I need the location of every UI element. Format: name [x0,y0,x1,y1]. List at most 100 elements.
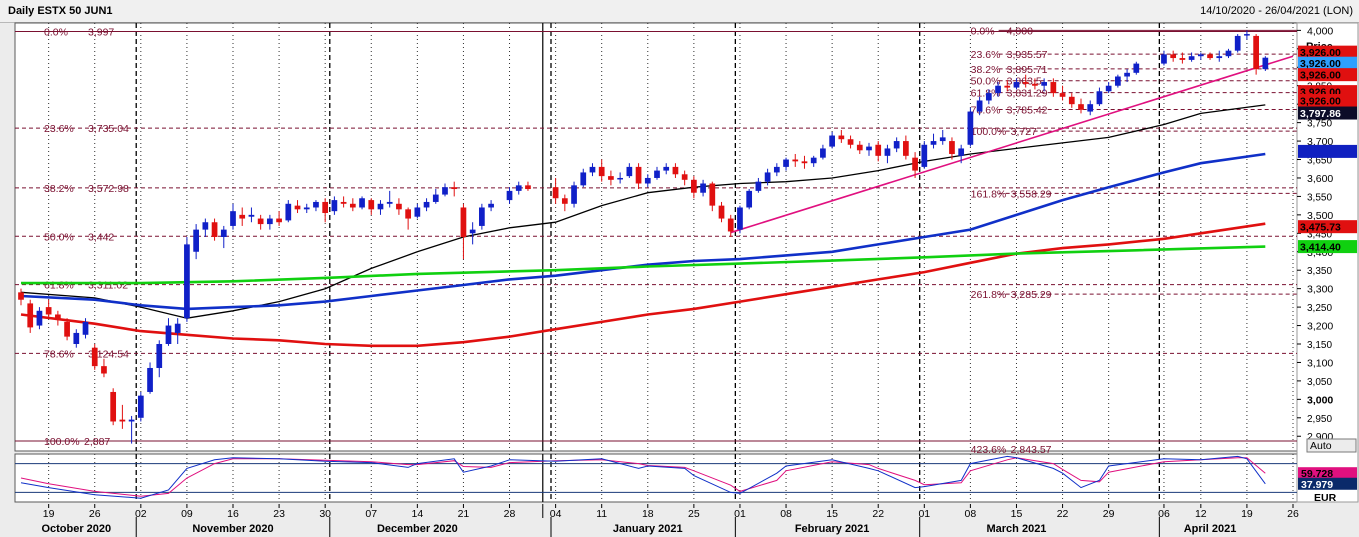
fib-ext-value: 3,785.42 [1007,105,1048,117]
candle-body [1022,82,1029,84]
time-tick-label: 26 [89,508,101,520]
candle-body [672,166,679,175]
fib-level-value: 3,442 [88,231,114,243]
candle-body [958,148,965,156]
fib-level-value: 3,735.04 [88,123,129,135]
moving-average-line [21,245,1266,285]
candle-body [718,205,725,219]
price-axis-marker-text: 3,475.73 [1300,222,1341,234]
fib-ext-value: 3,895.71 [1007,64,1048,76]
candle-body [626,166,633,177]
candle-body [331,200,338,212]
candle-body [45,307,52,315]
candle-body [727,218,734,232]
time-tick-label: 08 [965,508,977,520]
candle-body [340,201,347,204]
fib-ext-value: 3,727 [1011,126,1037,138]
time-tick-label: 14 [412,508,424,520]
time-tick-label: 15 [1011,508,1023,520]
time-axis [0,504,1359,537]
candle-body [737,207,743,230]
fib-ext-value: 3,863.5 [1007,76,1042,88]
price-axis-marker [1298,240,1357,254]
candle-body [967,111,974,145]
fib-ext-value: 3,831.29 [1007,88,1048,100]
time-tick-label: 23 [273,508,285,520]
fib-ext-percent: 0.0% [971,25,995,37]
time-tick-label: 22 [872,508,884,520]
candle-body [73,332,80,344]
fib-ext-percent: 161.8% [971,188,1007,200]
candle-body [976,100,983,112]
candle-body [1170,54,1177,59]
candle-body [220,229,227,237]
time-tick-label: 19 [43,508,55,520]
time-tick-label: 08 [780,508,792,520]
time-tick-label: 01 [734,508,746,520]
candle-body [949,141,955,154]
month-label: October 2020 [41,523,111,535]
candle-body [82,321,89,335]
fib-ext-value: 3,285.29 [1011,289,1052,301]
candle-body [746,190,753,208]
candle-body [608,176,614,180]
time-tick-label: 28 [504,508,516,520]
candle-body [267,218,273,225]
price-axis-marker [1298,45,1357,59]
time-tick-label: 30 [319,508,331,520]
candle-body [709,183,716,206]
price-plot-area [14,22,1298,452]
candle-body [884,148,891,156]
candle-body [838,135,845,140]
candle-body [985,93,992,101]
candle-body [1078,104,1084,110]
candle-body [488,203,494,208]
candle-body [1161,54,1167,64]
candle-body [1105,85,1112,92]
fib-ext-value: 3,935.57 [1007,49,1048,61]
price-axis-marker [1298,56,1357,70]
candle-body [995,85,1001,94]
fib-level-value: 3,572.98 [88,183,129,195]
month-label: December 2020 [377,523,458,535]
oscillator-axis-marker-text: 59.728 [1301,468,1333,480]
price-tick-label: 3,600 [1307,173,1333,185]
oscillator-axis-marker-text: 37.979 [1301,479,1333,491]
price-axis-marker-text: 3,926.00 [1300,47,1341,59]
candle-body [27,303,34,328]
scale-mode-button[interactable] [1306,438,1357,453]
fib-ext-percent: 78.6% [971,105,1001,117]
fib-level-percent: 61.8% [44,280,74,292]
candle-body [359,198,365,208]
oscillator-axis-marker [1298,467,1357,480]
fib-level-percent: 0.0% [44,26,68,38]
candle-body [681,174,688,180]
candle-body [820,148,826,158]
candle-body [165,325,172,344]
candle-body [386,201,393,204]
fib-ext-percent: 100.0% [971,126,1007,138]
time-tick-label: 29 [1103,508,1115,520]
candle-body [110,391,117,422]
candle-body [257,218,264,225]
candle-body [442,187,448,195]
price-tick-label: 3,350 [1307,266,1332,277]
candle-body [469,229,476,234]
date-range: 14/10/2020 - 26/04/2021 (LON) [1200,5,1353,17]
price-axis-marker-text: 3,414.40 [1300,242,1341,254]
candle-body [377,203,384,210]
candle-body [1179,58,1186,60]
candle-body [1032,83,1038,86]
candle-body [276,218,282,223]
price-tick-label: 3,450 [1307,229,1332,240]
candle-body [644,177,651,184]
candle-body [101,366,107,374]
candle-body [18,292,24,300]
candle-body [368,200,375,210]
fib-level-percent: 38.2% [44,183,74,195]
candle-body [589,166,596,173]
candle-body [285,203,292,221]
candle-body [128,419,135,422]
month-label: March 2021 [987,523,1047,535]
